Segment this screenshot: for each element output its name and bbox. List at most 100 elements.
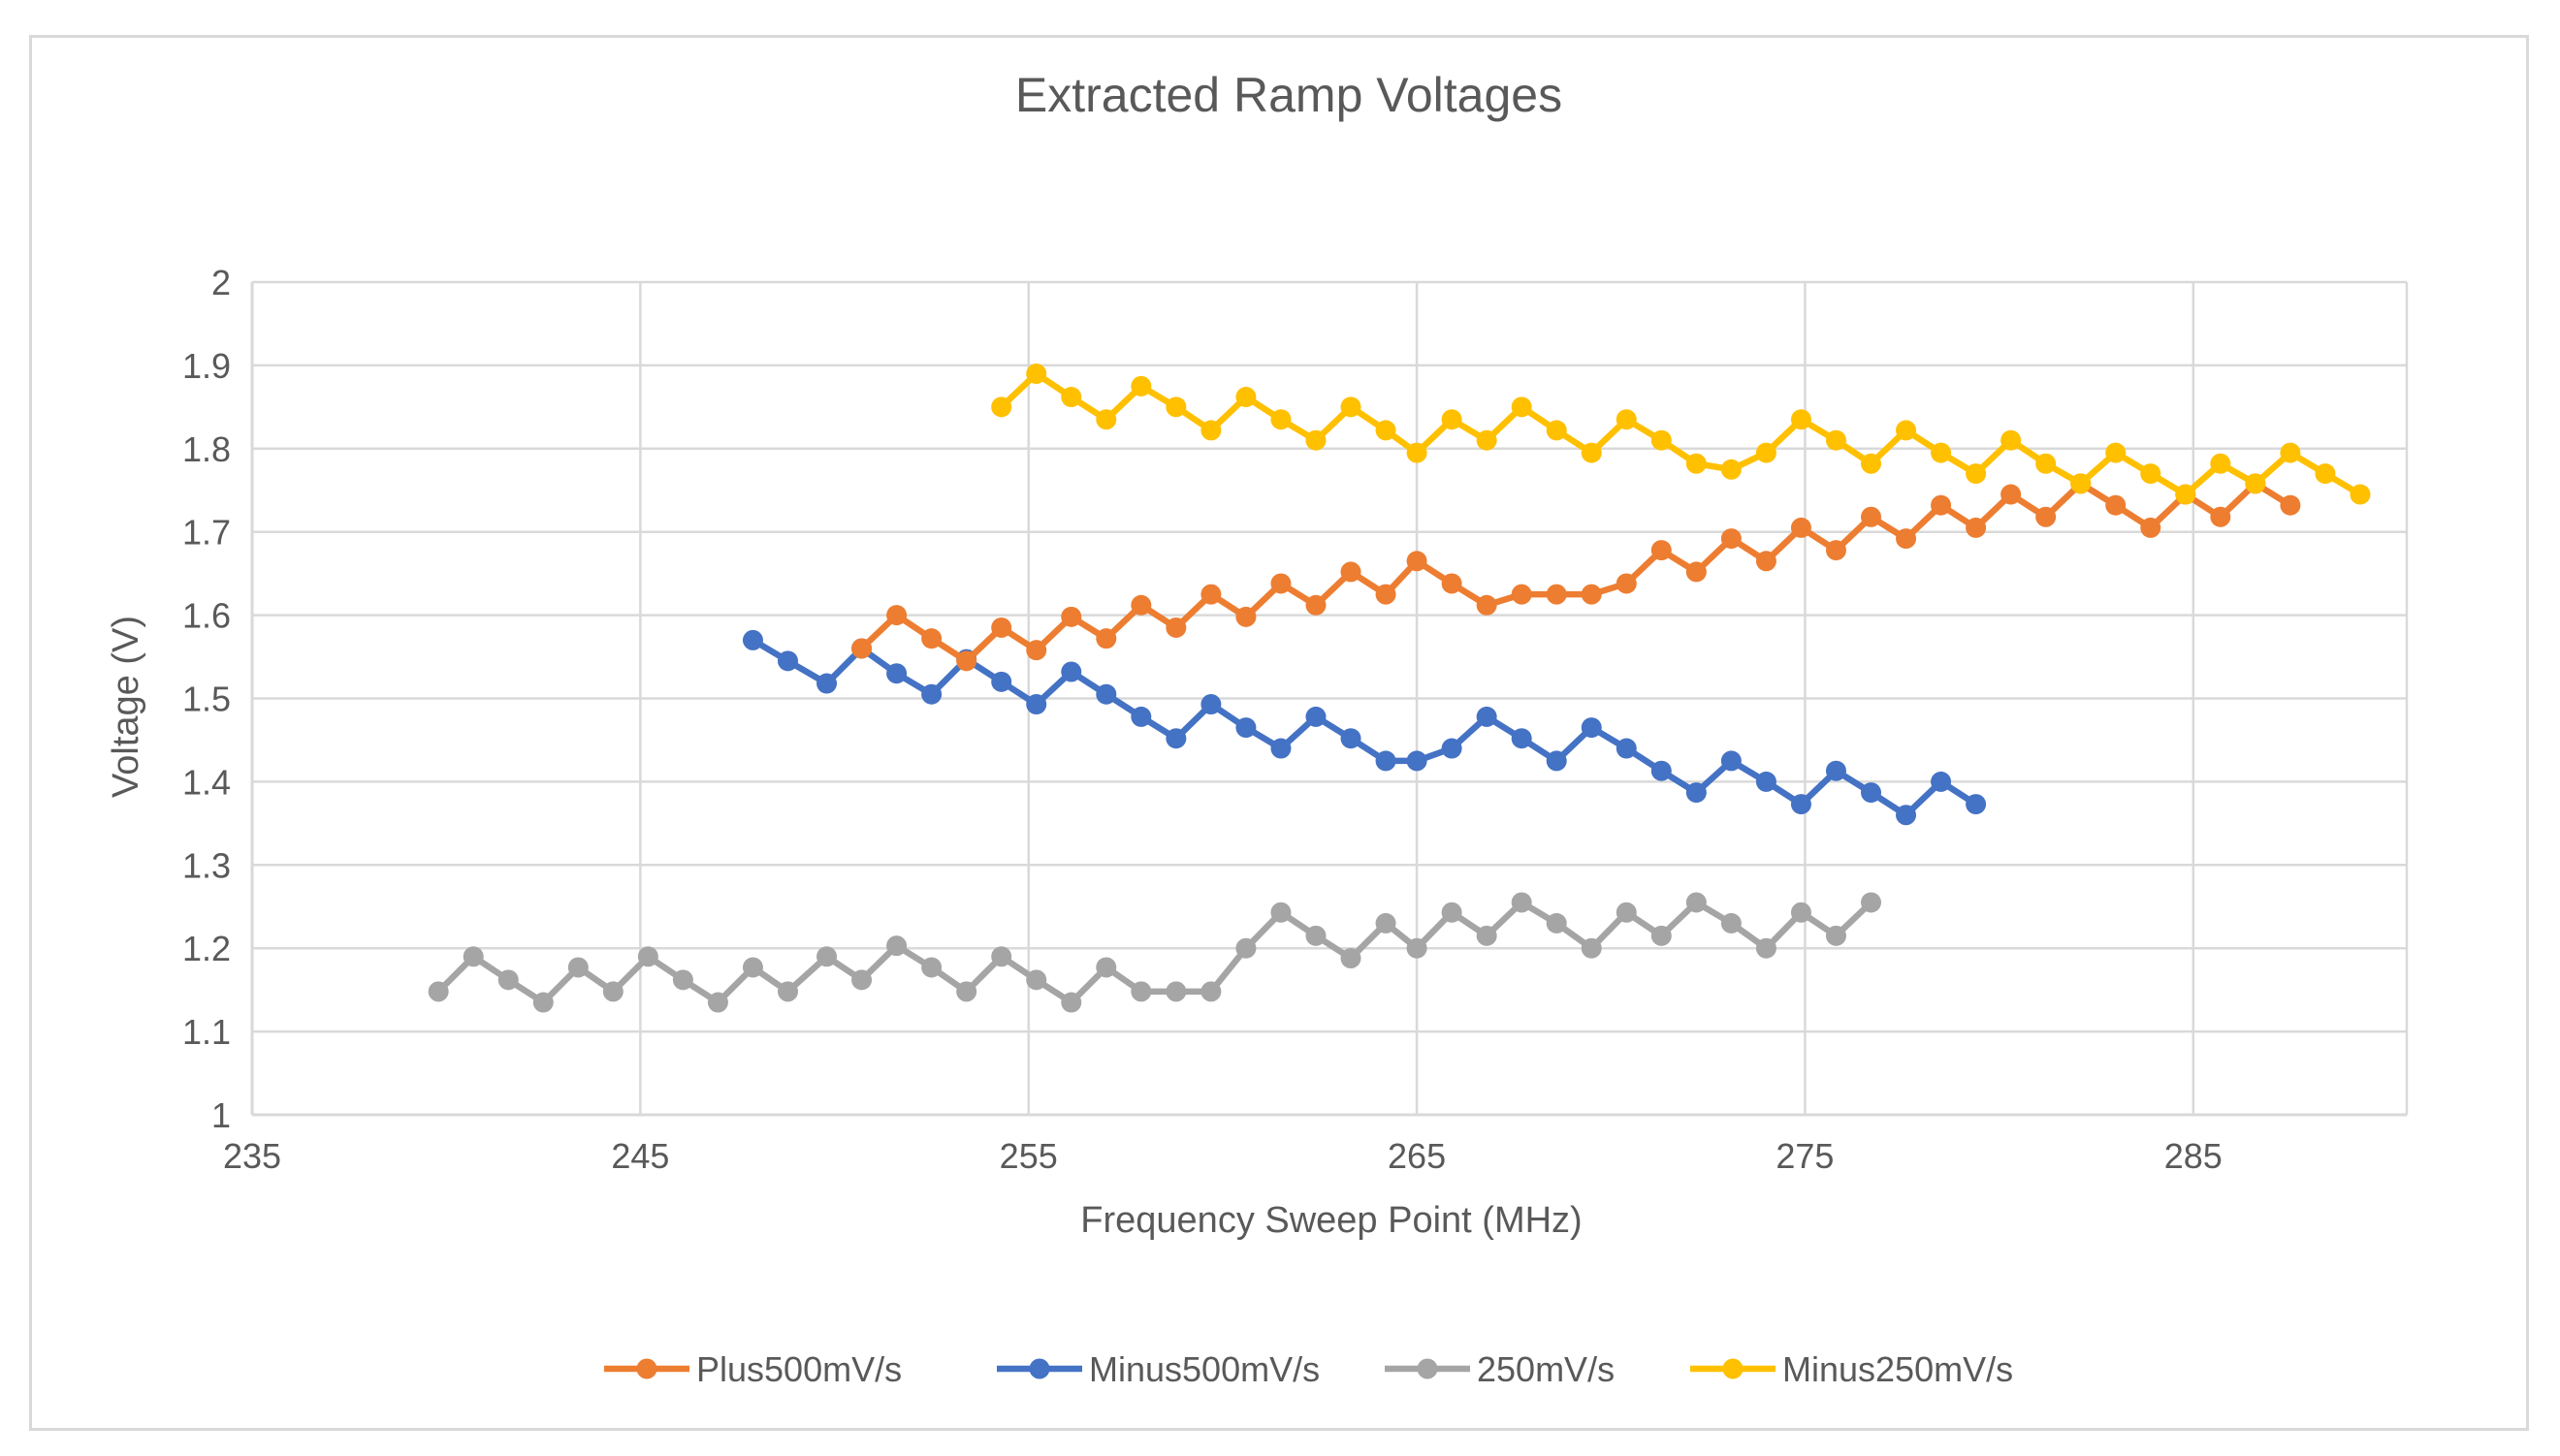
data-point <box>1511 728 1532 749</box>
data-point <box>2280 442 2301 463</box>
legend-swatch-marker <box>1029 1358 1050 1379</box>
data-point <box>1931 442 1952 463</box>
data-point <box>1061 387 1082 408</box>
data-point <box>1235 387 1257 408</box>
data-point <box>1720 750 1742 772</box>
data-point <box>1931 771 1952 792</box>
data-point <box>1305 925 1327 946</box>
data-point <box>1166 728 1187 749</box>
y-tick-label: 1.4 <box>182 762 231 802</box>
data-point <box>1966 463 1987 485</box>
data-point <box>991 671 1012 692</box>
data-point <box>1755 937 1776 959</box>
data-point <box>1546 750 1567 772</box>
data-point <box>1511 584 1532 605</box>
data-point <box>1861 453 1882 474</box>
data-point <box>1790 794 1811 815</box>
y-tick-label: 1.1 <box>182 1012 231 1052</box>
data-point <box>1896 420 1917 441</box>
data-point <box>1476 706 1497 727</box>
y-tick-label: 1.7 <box>182 513 231 553</box>
data-point <box>1375 420 1396 441</box>
y-tick-label: 1.8 <box>182 429 231 469</box>
legend-label: Minus250mV/s <box>1782 1349 2013 1389</box>
data-point <box>1511 892 1532 913</box>
data-point <box>1755 442 1776 463</box>
data-point <box>1305 706 1327 727</box>
data-point <box>1270 902 1292 923</box>
x-tick-label: 275 <box>1776 1136 1834 1176</box>
x-tick-label: 285 <box>2164 1136 2223 1176</box>
legend-swatch-marker <box>636 1358 657 1379</box>
data-point <box>991 617 1012 638</box>
data-point <box>1166 617 1187 638</box>
data-point <box>1896 805 1917 826</box>
data-point <box>1616 902 1637 923</box>
data-point <box>1685 892 1707 913</box>
data-point <box>1966 794 1987 815</box>
data-point <box>1305 429 1327 451</box>
data-point <box>1616 738 1637 759</box>
data-point <box>1650 429 1672 451</box>
legend-item: 250mV/s <box>1385 1349 1615 1389</box>
data-point <box>1270 409 1292 430</box>
series-line <box>751 637 1978 819</box>
data-point <box>2035 453 2057 474</box>
data-point <box>1406 937 1427 959</box>
data-point <box>1406 442 1427 463</box>
data-point <box>742 629 763 650</box>
legend-label: Minus500mV/s <box>1089 1349 1320 1389</box>
data-point <box>1340 561 1361 583</box>
axes <box>250 282 2407 1117</box>
legend-item: Plus500mV/s <box>604 1349 902 1389</box>
data-point <box>886 605 908 626</box>
data-point <box>1720 912 1742 934</box>
data-point <box>1406 750 1427 772</box>
data-point <box>1235 717 1257 739</box>
data-point <box>886 663 908 684</box>
data-point <box>1375 750 1396 772</box>
data-point <box>1861 892 1882 913</box>
x-tick-label: 255 <box>1000 1136 1058 1176</box>
series-line <box>999 370 2362 498</box>
x-axis-label: Frequency Sweep Point (MHz) <box>1080 1200 1582 1241</box>
data-point <box>1476 925 1497 946</box>
gridlines <box>252 280 2409 1115</box>
data-point <box>2350 484 2371 505</box>
data-point <box>816 673 838 694</box>
data-point <box>602 981 624 1002</box>
data-point <box>428 981 449 1002</box>
y-tick-label: 2 <box>211 263 231 302</box>
data-point <box>2175 484 2196 505</box>
y-axis-label: Voltage (V) <box>106 616 146 798</box>
data-point <box>2140 463 2161 485</box>
data-point <box>1131 706 1152 727</box>
data-point <box>1061 606 1082 627</box>
data-point <box>1825 925 1846 946</box>
data-point <box>991 946 1012 967</box>
data-point <box>2245 473 2266 494</box>
data-point <box>1166 396 1187 418</box>
data-point <box>1441 738 1462 759</box>
data-point <box>1546 420 1567 441</box>
data-point <box>2105 494 2127 516</box>
x-tick-label: 265 <box>1388 1136 1446 1176</box>
data-point <box>1096 683 1117 705</box>
data-point <box>956 981 977 1002</box>
y-tick-label: 1.6 <box>182 596 231 636</box>
tick-labels: 1 1.1 1.2 1.3 1.4 1.5 1.6 1.7 1.8 1.9 2 235 245 255 26… <box>182 263 2223 1176</box>
data-point <box>2070 473 2092 494</box>
data-point <box>777 981 798 1002</box>
data-point <box>2000 429 2022 451</box>
data-point <box>1270 738 1292 759</box>
data-point <box>777 650 798 672</box>
data-point <box>707 992 728 1013</box>
series-minus250mv-s <box>991 363 2371 505</box>
data-point <box>1825 540 1846 561</box>
data-point <box>1825 760 1846 781</box>
legend-label: 250mV/s <box>1477 1349 1615 1389</box>
data-point <box>1650 540 1672 561</box>
line-chart: Extracted Ramp Voltages 1 1.1 1.2 1.3 1.4 1.5… <box>106 68 2409 1389</box>
data-point <box>1096 409 1117 430</box>
data-point <box>1546 912 1567 934</box>
